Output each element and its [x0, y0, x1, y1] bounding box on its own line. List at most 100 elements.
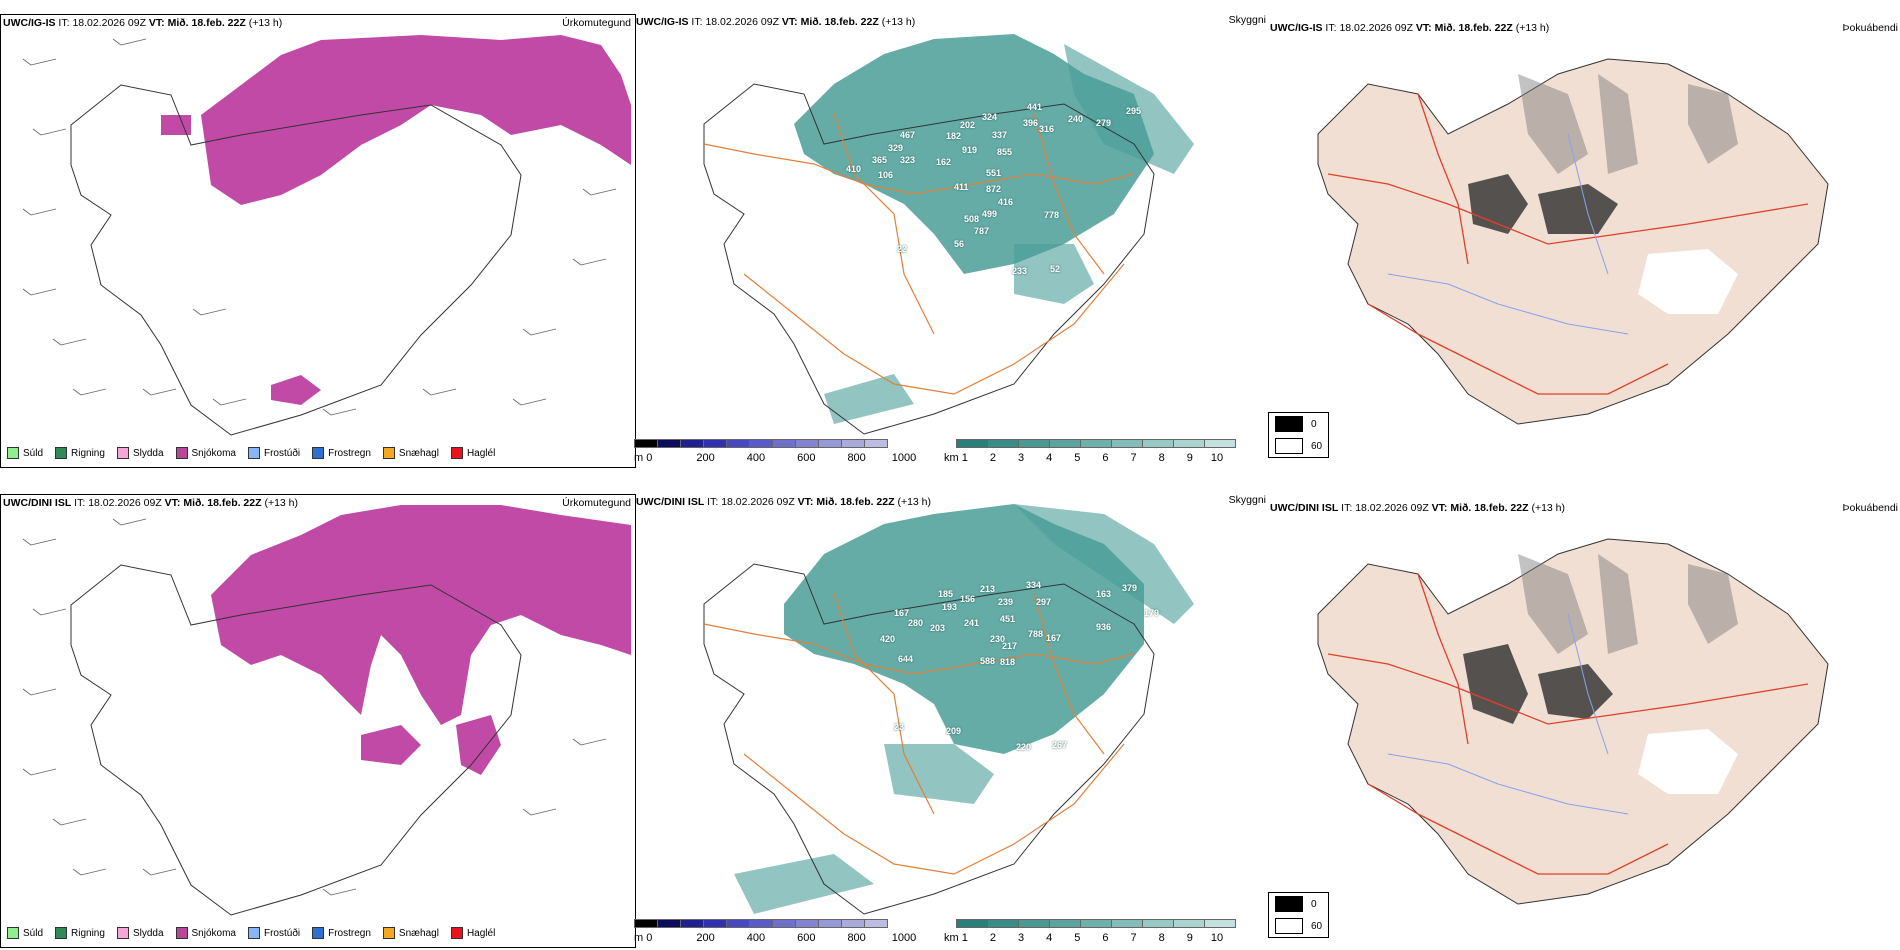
colorbar-seg — [795, 439, 819, 448]
snow-area — [201, 35, 631, 205]
iceland-outline — [70, 564, 522, 916]
value-label: 167 — [1046, 633, 1062, 643]
value-label: 162 — [936, 157, 952, 167]
value-label: 267 — [1052, 740, 1068, 750]
colorbar-seg — [1173, 439, 1205, 448]
value-label: 106 — [878, 170, 894, 180]
value-label: 280 — [908, 618, 924, 628]
colorbar-seg — [680, 919, 704, 928]
legend-swatch — [116, 447, 129, 459]
fog-mid — [1518, 74, 1738, 174]
value-label: 52 — [1050, 264, 1061, 274]
value-label: 209 — [946, 726, 962, 736]
value-label: 788 — [1028, 629, 1044, 639]
cloud-title-row2: Skyggni — [1228, 494, 1266, 506]
colorbar-seg — [841, 439, 865, 448]
legend-swatch — [7, 447, 19, 459]
rivers — [1387, 613, 1629, 815]
legend-swatch — [450, 447, 463, 459]
colorbar-seg — [864, 439, 888, 448]
value-label: 508 — [964, 214, 980, 224]
colorbar-seg — [726, 439, 750, 448]
colorbar-seg — [1111, 919, 1143, 928]
snow-area — [211, 505, 631, 725]
colorbar-seg — [703, 439, 727, 448]
precip-legend-row1: Súld Rigning Slydda Snjókoma Frostúði Fr… — [7, 447, 495, 459]
colorbar-seg — [1142, 919, 1174, 928]
legend-swatch — [247, 447, 260, 459]
fog-mid — [1518, 554, 1738, 654]
glacier-white — [1638, 249, 1738, 314]
colorbar-seg — [956, 919, 988, 928]
precip-map-row2 — [22, 505, 631, 916]
cloud-panel-row2: UWC/DINI ISL IT: 18.02.2026 09Z VT: Mið.… — [634, 494, 1268, 946]
value-label: 179 — [1144, 608, 1160, 618]
value-label: 156 — [960, 594, 976, 604]
fog-legend-swatch — [1275, 918, 1303, 934]
fog-header-row1: UWC/IG-IS IT: 18.02.2026 09Z VT: Mið. 18… — [1270, 22, 1550, 34]
value-label: 818 — [1000, 657, 1016, 667]
ceiling-ticks-row1: m 0 200 400 600 800 1000 — [634, 452, 917, 464]
value-label: 233 — [1012, 266, 1028, 276]
cloud-header-row1: UWC/IG-IS IT: 18.02.2026 09Z VT: Mið. 18… — [636, 16, 916, 28]
value-label: 337 — [992, 130, 1008, 140]
colorbar-seg — [680, 439, 704, 448]
colorbar-seg — [1080, 439, 1112, 448]
value-label: 644 — [898, 654, 914, 664]
colorbar-seg — [1173, 919, 1205, 928]
value-label: 163 — [1096, 589, 1112, 599]
cloud-area-2 — [824, 44, 1194, 424]
value-label: 872 — [986, 184, 1002, 194]
value-label: 56 — [954, 239, 965, 249]
fog-legend-row1: 0 60 — [1268, 412, 1330, 458]
colorbar-seg — [772, 919, 796, 928]
fog-map-row2 — [1317, 538, 1829, 905]
value-label: 467 — [900, 130, 916, 140]
fog-header-row2: UWC/DINI ISL IT: 18.02.2026 09Z VT: Mið.… — [1270, 502, 1566, 514]
precip-map-row1 — [22, 35, 631, 436]
visibility-colorbar-row1 — [956, 439, 1236, 451]
value-label: 855 — [997, 147, 1013, 157]
cloud-area — [794, 34, 1154, 274]
ceiling-colorbar-row1 — [634, 439, 888, 451]
ceiling-colorbar-row2 — [634, 919, 888, 931]
colorbar-seg — [1018, 439, 1050, 448]
value-label: 182 — [946, 131, 962, 141]
fog-dark — [1463, 644, 1613, 724]
visibility-colorbar-row2 — [956, 919, 1236, 931]
legend-swatch — [247, 927, 260, 939]
value-label: 22 — [897, 244, 908, 254]
precip-legend-row2: Súld Rigning Slydda Snjókoma Frostúði Fr… — [7, 927, 495, 939]
cloud-panel-row1: UWC/IG-IS IT: 18.02.2026 09Z VT: Mið. 18… — [634, 14, 1268, 466]
legend-swatch — [382, 447, 395, 459]
colorbar-seg — [956, 439, 988, 448]
legend-swatch — [116, 927, 129, 939]
colorbar-seg — [864, 919, 888, 928]
cloud-area-2 — [734, 504, 1194, 914]
legend-swatch — [7, 927, 19, 939]
precip-title-row1: Úrkomutegund — [562, 17, 631, 29]
colorbar-seg — [657, 439, 681, 448]
colorbar-seg — [795, 919, 819, 928]
value-label: 778 — [1044, 210, 1060, 220]
iceland-outline — [703, 563, 1155, 915]
fog-map-row1 — [1317, 58, 1829, 425]
value-label: 240 — [1068, 114, 1084, 124]
road-network — [703, 113, 1135, 395]
legend-swatch — [175, 927, 188, 939]
roads-red — [1327, 93, 1809, 395]
colorbar-seg — [841, 919, 865, 928]
fog-title-row1: Þokuábendi — [1842, 22, 1898, 34]
legend-swatch — [312, 447, 325, 459]
cloud-map-row2 — [703, 504, 1194, 915]
snow-area-2 — [361, 715, 501, 775]
fog-legend-swatch — [1275, 416, 1303, 432]
colorbar-seg — [818, 439, 842, 448]
rivers — [1387, 133, 1629, 335]
visibility-ticks-row1: km 1 2 3 4 5 6 7 8 9 10 — [944, 452, 1224, 464]
colorbar-seg — [703, 919, 727, 928]
iceland-outline — [70, 84, 522, 436]
legend-swatch — [450, 927, 463, 939]
land-area — [1317, 538, 1829, 905]
precip-header-row1: UWC/IG-IS IT: 18.02.2026 09Z VT: Mið. 18… — [3, 17, 283, 29]
